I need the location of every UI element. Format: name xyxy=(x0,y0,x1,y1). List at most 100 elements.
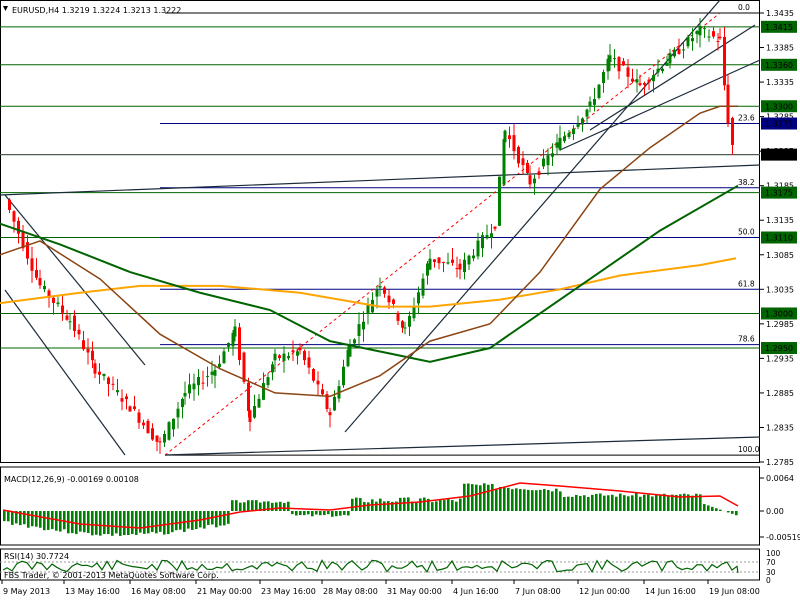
macd-bar xyxy=(715,508,718,511)
macd-bar xyxy=(143,511,146,534)
macd-bar xyxy=(375,501,378,511)
macd-bar xyxy=(79,511,82,532)
macd-bar xyxy=(579,495,582,511)
fibo-level-label: 23.6 xyxy=(738,114,755,123)
candle-body xyxy=(490,233,493,238)
candle-body xyxy=(278,355,281,359)
macd-bar xyxy=(703,504,706,511)
candle-body xyxy=(206,375,209,377)
macd-bar xyxy=(483,483,486,511)
candle-body xyxy=(606,58,610,72)
macd-bar xyxy=(695,493,698,511)
macd-bar xyxy=(735,511,738,516)
candle-body xyxy=(56,302,60,305)
macd-bar xyxy=(267,501,270,511)
candle-body xyxy=(691,38,694,42)
fibo-level-label: 38.2 xyxy=(738,178,755,187)
candle-body xyxy=(602,72,605,84)
candle-body xyxy=(517,146,520,164)
candle-body xyxy=(52,297,55,303)
candle-body xyxy=(181,398,184,408)
macd-bar xyxy=(235,500,238,511)
candle-body xyxy=(210,371,214,375)
macd-bar xyxy=(667,495,670,511)
candle-body xyxy=(188,384,191,394)
candle-body xyxy=(508,135,511,140)
macd-bar xyxy=(663,493,666,511)
ma-mid-line xyxy=(0,184,739,363)
trend-line xyxy=(4,289,126,456)
macd-bar xyxy=(55,511,58,531)
macd-bar xyxy=(299,511,302,516)
candle-body xyxy=(638,83,642,86)
chart-menu-icon[interactable] xyxy=(3,6,8,11)
candle-body xyxy=(567,133,571,138)
macd-bar xyxy=(111,511,114,536)
macd-bar xyxy=(155,511,158,534)
macd-bar xyxy=(595,493,598,511)
macd-bar xyxy=(627,496,630,511)
candle-body xyxy=(282,353,286,361)
candle-body xyxy=(502,139,506,185)
macd-bar xyxy=(147,511,150,534)
candle-body xyxy=(387,295,391,303)
macd-bar xyxy=(179,511,182,530)
candle-body xyxy=(503,130,507,143)
macd-bar xyxy=(391,501,394,511)
candle-body xyxy=(563,136,566,142)
price-level-badge-text: 1.3275 xyxy=(765,120,793,129)
macd-bar xyxy=(615,496,618,511)
macd-tick-label: -0.00519 xyxy=(766,533,800,542)
price-tick-label: 1.3385 xyxy=(766,44,794,53)
candle-body xyxy=(555,142,559,148)
macd-bar xyxy=(263,501,266,511)
price-level-badge-text: 1.3415 xyxy=(765,23,793,32)
price-tick-label: 1.2835 xyxy=(766,423,794,432)
macd-bar xyxy=(523,489,526,511)
candle-body xyxy=(378,286,382,288)
macd-bar xyxy=(383,501,386,511)
macd-bar xyxy=(175,511,178,531)
price-tick-label: 1.3135 xyxy=(766,216,794,225)
macd-bar xyxy=(707,505,710,511)
price-tick-label: 1.3085 xyxy=(766,251,794,260)
candle-body xyxy=(68,321,72,323)
candle-body xyxy=(312,368,315,381)
candle-body xyxy=(107,377,110,385)
macd-bar xyxy=(527,489,530,511)
candle-body xyxy=(93,363,97,374)
candle-body xyxy=(375,289,379,297)
candle-body xyxy=(635,79,639,83)
candle-body xyxy=(257,398,261,408)
candle-body xyxy=(433,259,436,263)
candle-body xyxy=(707,36,711,38)
macd-bar xyxy=(539,489,542,511)
macd-bar xyxy=(119,511,122,536)
macd-bar xyxy=(619,493,622,511)
candle-body xyxy=(551,153,554,157)
candle-body xyxy=(421,278,425,296)
macd-bar xyxy=(683,493,686,511)
candle-body xyxy=(631,78,634,82)
macd-bar xyxy=(151,511,154,532)
macd-bar xyxy=(35,511,38,527)
candle-body xyxy=(677,48,681,54)
macd-bar xyxy=(91,511,94,536)
candle-body xyxy=(38,278,42,286)
rsi-tick-label: 0 xyxy=(766,576,771,585)
candle-body xyxy=(65,315,69,320)
candle-body xyxy=(353,339,356,344)
macd-bar xyxy=(247,500,250,511)
macd-bar xyxy=(355,497,358,511)
candle-body xyxy=(253,405,256,418)
candle-body xyxy=(307,357,311,368)
fibo-baseline xyxy=(164,12,721,456)
macd-bar xyxy=(515,488,518,511)
macd-bar xyxy=(127,511,130,536)
candle-body xyxy=(273,353,277,361)
macd-bar xyxy=(295,511,298,516)
macd-bar xyxy=(63,511,66,530)
candle-body xyxy=(8,199,11,210)
